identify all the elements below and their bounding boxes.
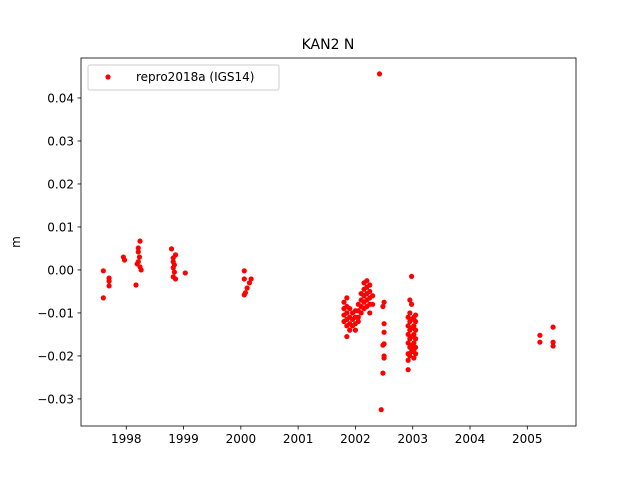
x-tick-label: 1998: [111, 432, 142, 446]
data-point: [347, 306, 353, 312]
data-point: [412, 351, 419, 357]
y-axis-label: m: [9, 236, 23, 248]
data-points: [100, 71, 556, 413]
data-point: [136, 254, 143, 260]
data-point: [408, 301, 415, 307]
data-point: [170, 265, 176, 271]
data-point: [137, 238, 143, 244]
data-point: [537, 332, 543, 338]
data-point: [407, 297, 413, 303]
data-point: [378, 407, 384, 413]
data-point: [411, 340, 417, 346]
data-point: [135, 245, 141, 251]
y-tick-label: −0.01: [37, 306, 74, 320]
data-point: [550, 324, 556, 330]
data-point: [355, 318, 361, 325]
data-point: [344, 310, 350, 316]
data-point: [380, 303, 386, 310]
data-point: [133, 282, 139, 288]
data-point: [168, 246, 175, 252]
data-point: [537, 339, 543, 345]
data-point: [100, 295, 106, 301]
data-point: [381, 341, 387, 347]
x-tick-label: 2000: [226, 432, 257, 446]
data-point: [412, 312, 419, 318]
data-point: [407, 310, 413, 316]
data-point: [106, 278, 112, 284]
data-point: [411, 331, 417, 338]
data-point: [137, 264, 143, 270]
data-point: [172, 276, 179, 282]
data-point: [364, 278, 370, 284]
data-point: [344, 295, 350, 301]
data-point: [370, 293, 376, 299]
data-point: [121, 257, 128, 263]
data-point: [381, 355, 387, 361]
legend-label: repro2018a (IGS14): [136, 70, 254, 84]
data-point: [550, 339, 556, 345]
x-tick-label: 2005: [512, 432, 543, 446]
data-point: [367, 282, 373, 288]
data-point: [381, 321, 387, 327]
data-point: [355, 314, 361, 320]
data-point: [381, 299, 387, 305]
legend-marker: [105, 74, 111, 80]
data-point: [550, 343, 556, 349]
data-point: [405, 367, 411, 373]
data-point: [411, 323, 417, 329]
y-tick-label: 0.03: [47, 134, 74, 148]
data-point: [135, 249, 141, 255]
data-point: [244, 285, 250, 291]
data-point: [411, 355, 417, 361]
data-point: [171, 269, 177, 275]
x-tick-label: 2004: [455, 432, 486, 446]
x-tick-label: 1999: [168, 432, 199, 446]
data-point: [412, 318, 419, 325]
x-tick-label: 2001: [283, 432, 314, 446]
x-tick-label: 2002: [340, 432, 371, 446]
data-point: [412, 344, 419, 350]
data-point: [100, 268, 106, 274]
y-tick-label: 0.01: [47, 220, 74, 234]
data-point: [241, 268, 247, 274]
data-point: [376, 71, 383, 77]
y-tick-label: 0.02: [47, 177, 74, 191]
legend: repro2018a (IGS14): [87, 64, 280, 91]
x-axis-ticks: 1998 1999 2000 2001 2002 2003 2004 2005: [111, 426, 543, 446]
data-point: [341, 299, 347, 305]
data-point: [241, 292, 247, 298]
data-point: [344, 333, 350, 340]
plot-frame: [80, 57, 577, 427]
data-point: [412, 327, 419, 333]
data-point: [246, 280, 253, 286]
data-point: [352, 327, 359, 333]
data-point: [248, 276, 254, 282]
data-point: [380, 370, 386, 376]
legend-box: [87, 64, 280, 91]
data-point: [367, 310, 373, 316]
y-axis-ticks: −0.03 −0.02 −0.01 0.00 0.01 0.02 0.03 0.04: [37, 91, 81, 406]
y-tick-label: −0.03: [37, 392, 74, 406]
data-point: [381, 329, 387, 335]
data-point: [370, 301, 376, 307]
chart-title: KAN2 N: [302, 37, 355, 53]
data-point: [241, 276, 247, 282]
data-point: [182, 270, 188, 276]
data-point: [408, 273, 415, 279]
data-point: [358, 310, 364, 316]
x-tick-label: 2003: [397, 432, 428, 446]
data-point: [405, 357, 411, 363]
data-point: [412, 336, 419, 342]
y-tick-label: 0.04: [47, 91, 74, 105]
y-tick-label: −0.02: [37, 349, 74, 363]
data-point: [407, 353, 413, 359]
data-point: [170, 255, 176, 261]
data-point: [106, 283, 112, 289]
data-point: [347, 327, 353, 333]
y-tick-label: 0.00: [47, 263, 74, 277]
data-point: [367, 288, 373, 295]
